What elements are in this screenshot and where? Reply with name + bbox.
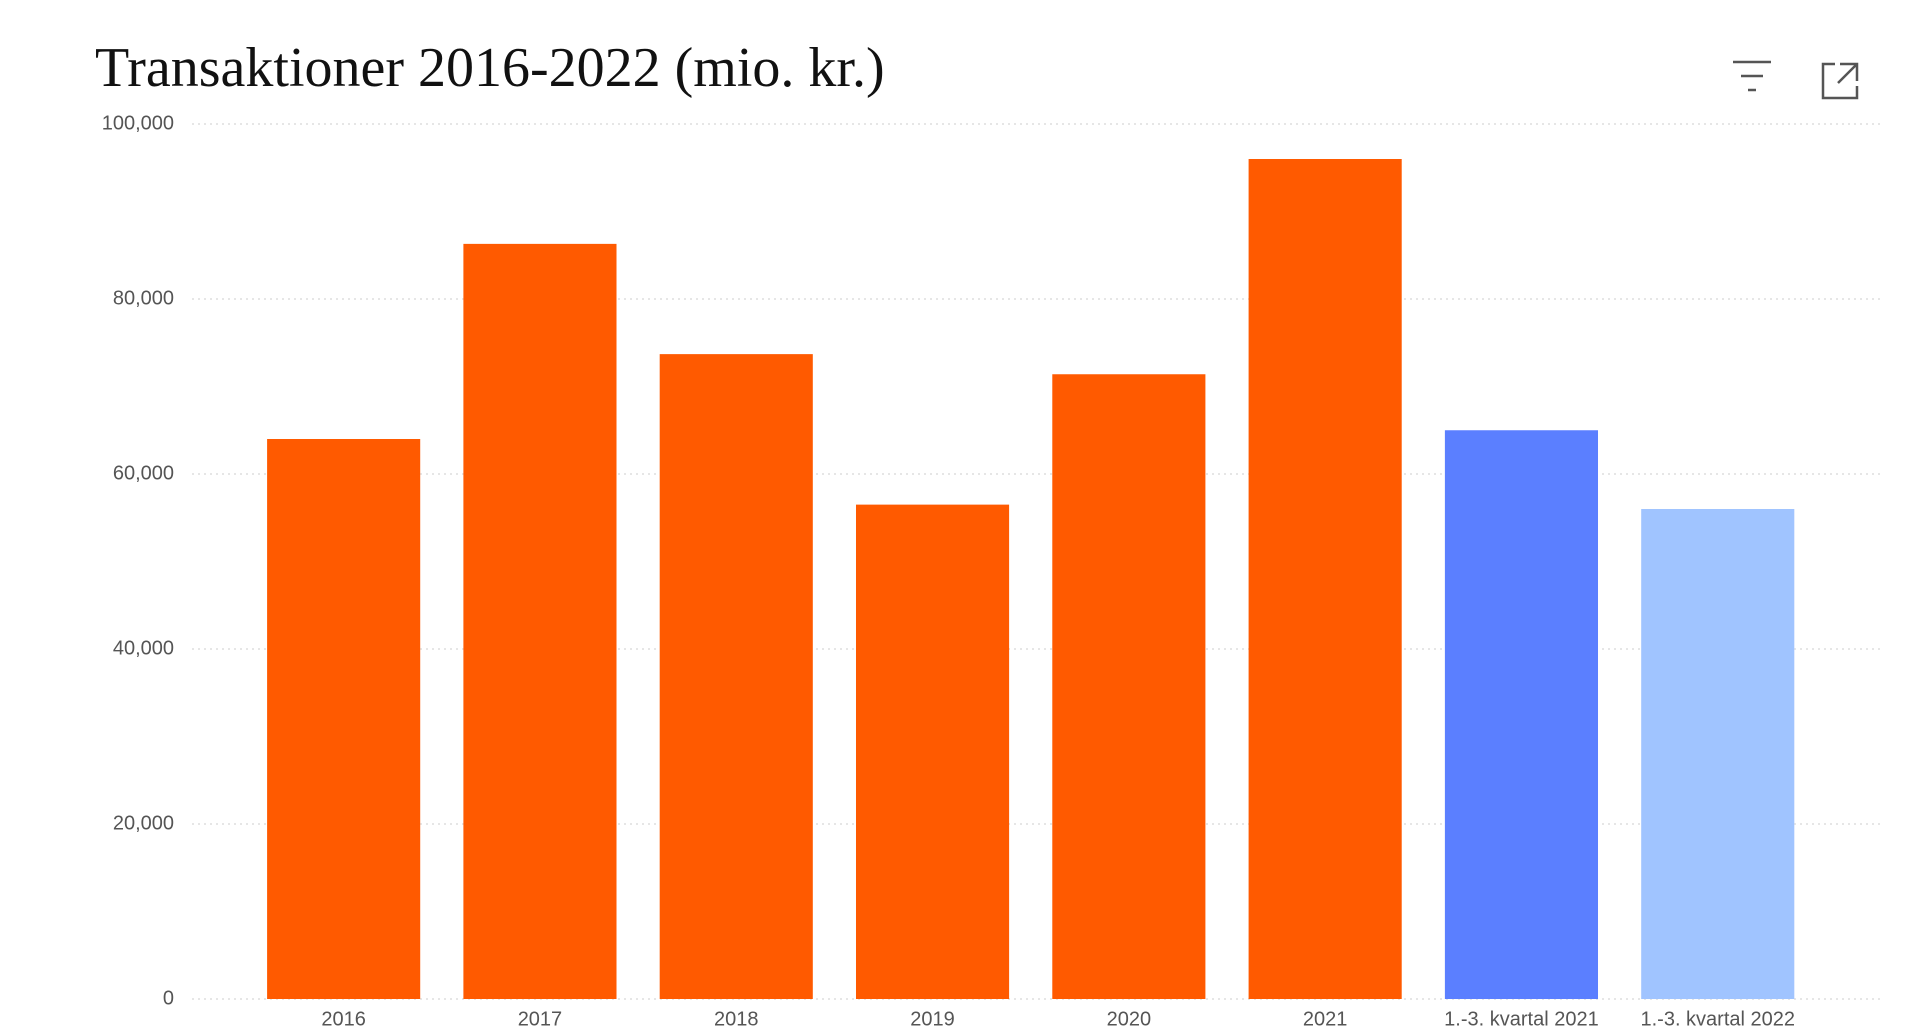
bar bbox=[855, 504, 1010, 999]
x-tick-label: 2021 bbox=[1303, 1008, 1348, 1030]
y-tick-label: 0 bbox=[163, 987, 174, 1009]
x-tick-label: 2019 bbox=[910, 1008, 955, 1030]
chart-title: Transaktioner 2016-2022 (mio. kr.) bbox=[95, 37, 885, 99]
x-tick-label: 1.-3. kvartal 2022 bbox=[1640, 1008, 1795, 1030]
x-tick-label: 2016 bbox=[321, 1008, 366, 1030]
bar bbox=[1641, 509, 1795, 999]
bar bbox=[1052, 374, 1206, 999]
expand-icon[interactable] bbox=[1821, 62, 1859, 100]
bar bbox=[267, 439, 421, 999]
x-tick-label: 2020 bbox=[1107, 1008, 1152, 1030]
y-tick-label: 80,000 bbox=[113, 287, 174, 309]
y-tick-label: 40,000 bbox=[113, 637, 174, 659]
bar bbox=[463, 243, 617, 999]
y-tick-label: 100,000 bbox=[102, 112, 174, 134]
filter-icon[interactable] bbox=[1733, 60, 1771, 92]
x-tick-label: 2017 bbox=[518, 1008, 563, 1030]
x-tick-label: 1.-3. kvartal 2021 bbox=[1444, 1008, 1599, 1030]
bar bbox=[659, 354, 813, 999]
y-tick-label: 20,000 bbox=[113, 812, 174, 834]
bar bbox=[1248, 159, 1402, 999]
y-tick-label: 60,000 bbox=[113, 462, 174, 484]
bar bbox=[1444, 430, 1599, 999]
x-tick-label: 2018 bbox=[714, 1008, 759, 1030]
